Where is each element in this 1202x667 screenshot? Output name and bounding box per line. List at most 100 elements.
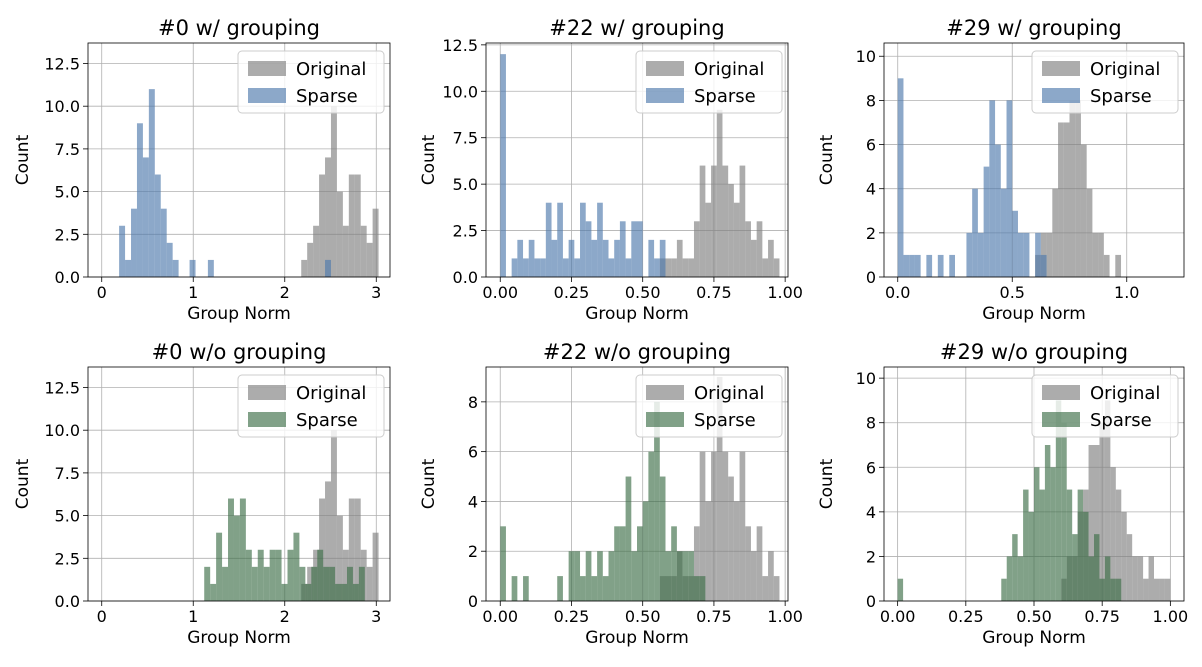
original-bar <box>325 481 331 601</box>
original-bar <box>330 430 337 601</box>
sparse-bar <box>1012 210 1018 277</box>
x-tick-label: 1.0 <box>1114 283 1139 302</box>
x-tick-label: 0 <box>97 283 107 302</box>
original-bar <box>693 526 700 601</box>
x-tick-label: 1.00 <box>767 607 803 626</box>
original-bar <box>360 225 367 277</box>
sparse-bar <box>275 549 282 601</box>
x-tick-label: 0.75 <box>696 607 732 626</box>
legend: Original Sparse <box>1031 50 1179 114</box>
original-bar <box>739 165 746 277</box>
sparse-bar <box>305 583 312 601</box>
legend-label: Sparse <box>296 86 358 107</box>
original-bar <box>1143 578 1149 601</box>
original-bar <box>1046 232 1053 277</box>
sparse-bar <box>580 202 586 277</box>
y-tick-label: 2.5 <box>55 225 80 244</box>
y-tick-label: 10.0 <box>44 97 80 116</box>
subplot: 0.00 0.25 0.50 0.75 1.00 0 2 4 6 8 #22 w/o groupin… <box>419 340 803 648</box>
y-tick-label: 2 <box>866 224 876 243</box>
x-tick-label: 0.25 <box>554 283 590 302</box>
original-bar <box>682 258 689 277</box>
original-bar <box>1098 232 1104 277</box>
x-tick-label: 1 <box>188 607 198 626</box>
original-bar <box>1115 254 1122 277</box>
original-bar <box>750 551 757 601</box>
sparse-bar <box>949 254 955 277</box>
original-bar <box>1121 511 1127 601</box>
subplot: 0 1 2 3 0.0 2.5 5.0 7.5 10.0 12.5 #0 w/ grouping Gr… <box>13 16 391 324</box>
sparse-bar <box>602 576 609 601</box>
x-tick-label: 0.25 <box>554 607 590 626</box>
original-bar <box>762 576 769 601</box>
x-tick-label: 2 <box>280 607 290 626</box>
sparse-bar <box>1001 578 1007 601</box>
sparse-bar <box>619 526 626 601</box>
original-bar <box>325 157 331 277</box>
legend-label: Original <box>694 383 764 404</box>
sparse-bar <box>568 239 575 277</box>
sparse-bar <box>1023 232 1030 277</box>
sparse-bar <box>1104 556 1111 601</box>
y-tick-label: 2 <box>468 542 478 561</box>
sparse-bar <box>1077 489 1084 601</box>
sparse-bar <box>233 515 240 601</box>
sparse-bar <box>914 254 921 277</box>
original-bar <box>665 258 672 277</box>
y-tick-label: 0 <box>866 268 876 287</box>
sparse-bar <box>897 578 904 601</box>
x-tick-label: 2 <box>280 283 290 302</box>
legend-label: Original <box>296 383 366 404</box>
sparse-bar <box>534 258 541 277</box>
y-tick-label: 6 <box>468 443 478 462</box>
y-tick-label: 2.5 <box>55 549 80 568</box>
legend-label: Sparse <box>1090 410 1152 431</box>
original-bar <box>716 109 723 277</box>
sparse-bar <box>325 259 331 277</box>
sparse-bar <box>335 583 342 601</box>
y-tick-label: 12.5 <box>44 54 80 73</box>
x-tick-label: 1 <box>188 283 198 302</box>
sparse-bar <box>166 242 173 277</box>
sparse-bar <box>966 232 973 277</box>
sparse-bar <box>562 258 569 277</box>
x-tick-label: 0.75 <box>696 283 732 302</box>
original-bar <box>756 221 763 277</box>
original-bar <box>1115 489 1122 601</box>
sparse-bar <box>511 576 518 601</box>
original-bar <box>1086 188 1093 277</box>
sparse-bar <box>500 54 506 278</box>
y-tick-label: 12.5 <box>44 378 80 397</box>
sparse-bar <box>528 239 535 277</box>
sparse-bar <box>637 221 643 277</box>
sparse-bar <box>903 254 910 277</box>
original-bar <box>366 242 373 277</box>
x-tick-label: 0.00 <box>482 607 518 626</box>
legend-swatch-original <box>1042 61 1080 76</box>
sparse-bar <box>1006 556 1013 601</box>
sparse-bar <box>311 566 318 601</box>
sparse-bar <box>597 551 603 601</box>
y-tick-label: 2 <box>866 547 876 566</box>
y-axis-label: Count <box>13 458 33 509</box>
sparse-bar <box>597 202 603 277</box>
original-bar <box>366 566 373 601</box>
legend-swatch-sparse <box>248 412 286 427</box>
sparse-bar <box>977 232 984 277</box>
legend-swatch-sparse <box>1042 412 1080 427</box>
sparse-bar <box>119 225 126 277</box>
legend: Original Sparse <box>635 50 783 114</box>
axes-frame <box>87 366 391 602</box>
legend-swatch-sparse <box>646 412 684 427</box>
sparse-bar <box>1061 422 1067 601</box>
y-tick-label: 0 <box>866 592 876 611</box>
legend: Original Sparse <box>237 374 385 438</box>
x-tick-label: 0 <box>97 607 107 626</box>
sparse-bar <box>688 551 694 601</box>
x-axis-label: Group Norm <box>982 628 1086 648</box>
sparse-bar <box>631 221 637 277</box>
original-bar <box>671 258 677 277</box>
sparse-bar <box>269 549 276 601</box>
sparse-bar <box>585 551 592 601</box>
original-bar <box>711 165 717 277</box>
